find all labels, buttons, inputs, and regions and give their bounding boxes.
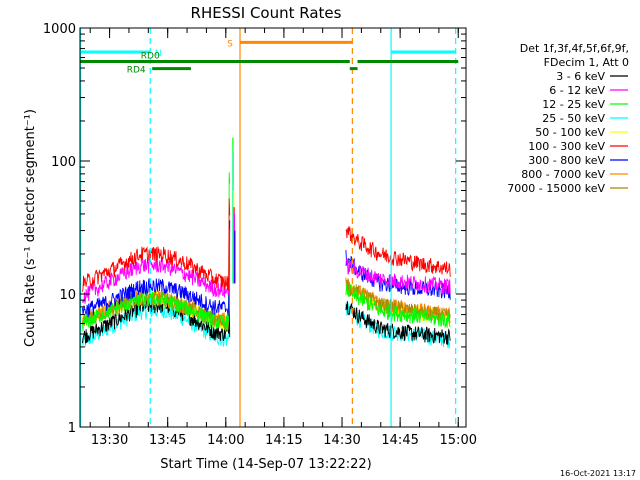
footer-timestamp: 16-Oct-2021 13:17 — [560, 469, 636, 478]
legend-entry-label: 7000 - 15000 keV — [507, 182, 605, 195]
series-2-line-1 — [82, 228, 231, 304]
annotation-bar-rd4: RD4 — [127, 66, 358, 76]
annotation-label-rd4: RD4 — [127, 66, 146, 76]
legend-entry-label: 50 - 100 keV — [535, 126, 605, 139]
x-tick-label: 13:45 — [149, 433, 186, 448]
annotation-bar-s: S — [227, 39, 353, 49]
series-3-line-1 — [82, 172, 231, 332]
data-layer — [82, 137, 451, 349]
plot-frame — [79, 27, 467, 428]
annotation-label-n: N — [155, 49, 162, 59]
legend-entry-label: 3 - 6 keV — [556, 70, 605, 83]
x-tick-label: 14:15 — [265, 433, 302, 448]
y-tick-label: 10 — [59, 288, 76, 303]
legend-entry-label: 100 - 300 keV — [528, 140, 605, 153]
series-2 — [82, 228, 451, 304]
series-7-line-1 — [82, 220, 231, 318]
x-tick-label: 15:00 — [440, 433, 477, 448]
y-tick-label: 100 — [51, 155, 76, 170]
annotation-bar-n: N — [80, 49, 456, 59]
y-tick-label: 1 — [68, 421, 76, 436]
flare-spike — [232, 137, 236, 284]
y-axis-label: Count Rate (s⁻¹ detector segment⁻¹) — [23, 109, 38, 347]
series-3 — [82, 172, 451, 332]
legend-header-2: FDecim 1, Att 0 — [544, 56, 629, 69]
x-tick-label: 14:30 — [323, 433, 360, 448]
legend-entry-label: 25 - 50 keV — [542, 112, 605, 125]
x-axis-label: Start Time (14-Sep-07 13:22:22) — [160, 457, 371, 472]
annotation-layer: N S RD0 RD4 — [79, 28, 459, 427]
annotation-label-rd0: RD0 — [141, 51, 160, 61]
series-6 — [82, 198, 451, 292]
annotation-label-s: S — [227, 39, 233, 49]
series-1-line-2 — [345, 301, 451, 345]
x-tick-label: 14:45 — [381, 433, 418, 448]
axis-layer: 1 10 100 1000 13:30 13:45 14:00 14:15 14:30 14:45… — [43, 22, 477, 448]
x-tick-label: 14:00 — [207, 433, 244, 448]
legend-entry-label: 300 - 800 keV — [528, 154, 605, 167]
y-tick-label: 1000 — [43, 22, 76, 37]
series-2-line-2 — [345, 257, 451, 295]
series-6-line-2 — [345, 226, 451, 277]
series-6-line-1 — [82, 198, 231, 292]
annotation-bar-rd0: RD0 — [80, 51, 459, 63]
legend-entry-label: 800 - 7000 keV — [521, 168, 605, 181]
series-3-line-2 — [345, 283, 451, 328]
legend-entry-label: 12 - 25 keV — [542, 98, 605, 111]
legend-header-1: Det 1f,3f,4f,5f,6f,9f, — [520, 42, 629, 55]
legend: Det 1f,3f,4f,5f,6f,9f,FDecim 1, Att 03 -… — [507, 42, 629, 195]
chart-title: RHESSI Count Rates — [191, 4, 342, 22]
x-tick-label: 13:30 — [91, 433, 128, 448]
legend-entry-label: 6 - 12 keV — [549, 84, 605, 97]
